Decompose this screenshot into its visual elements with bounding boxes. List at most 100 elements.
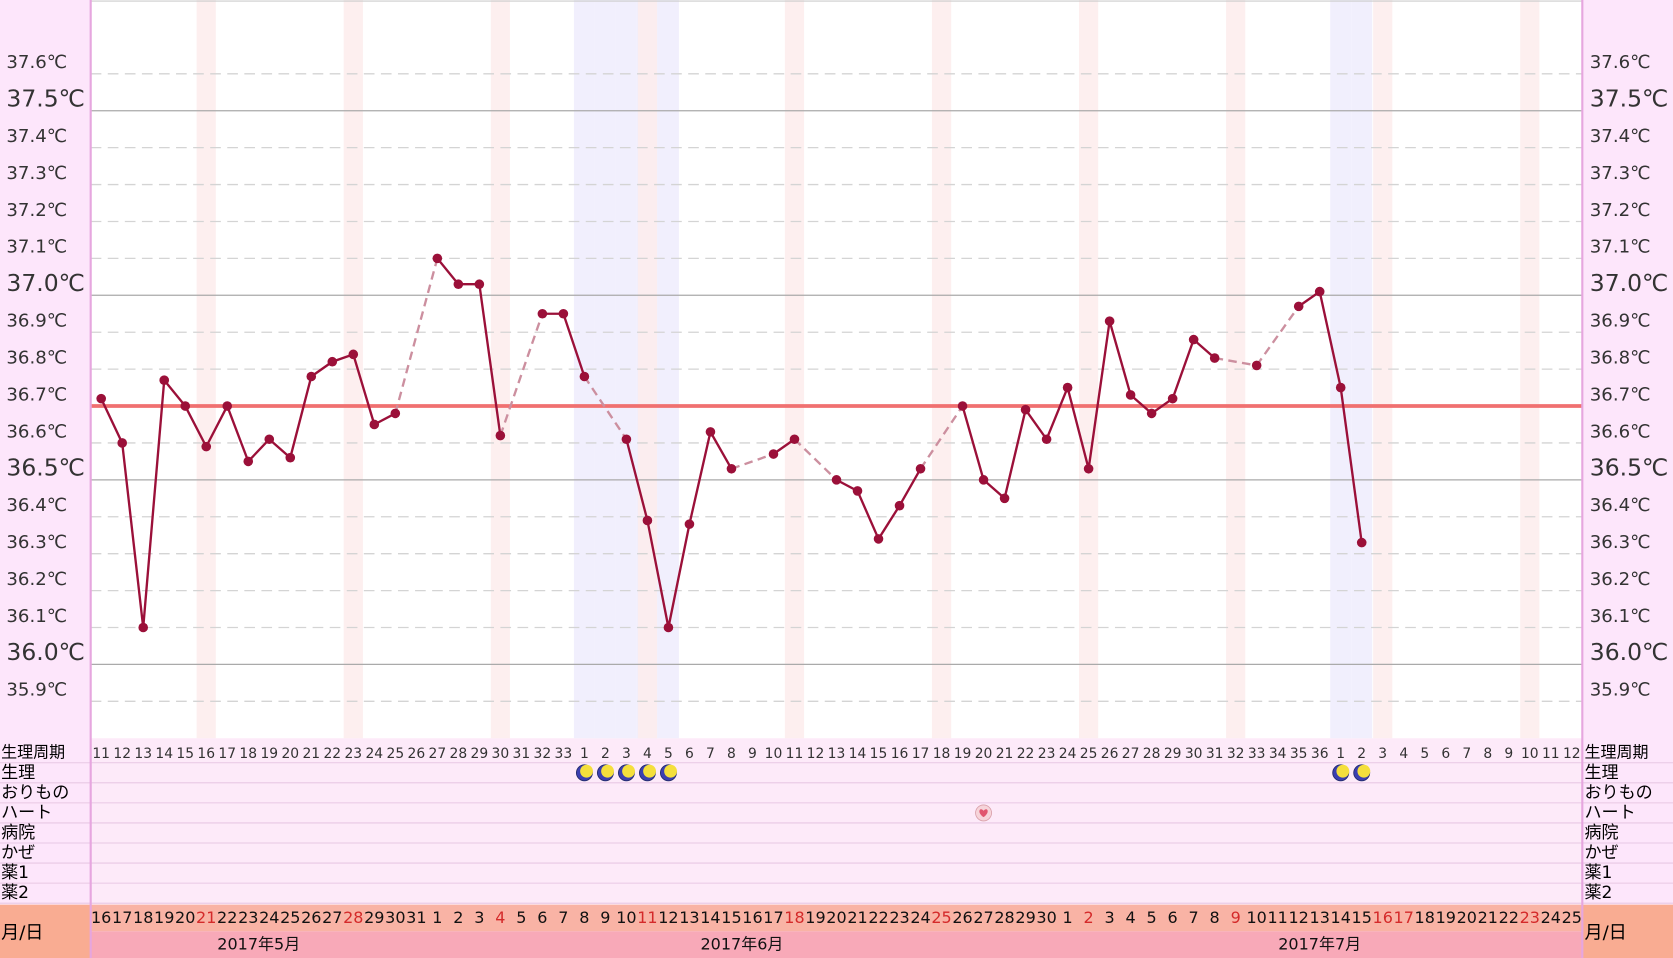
cycle-day: 3 — [1378, 746, 1387, 762]
row-label: 薬2 — [1, 883, 29, 903]
temperature-point — [873, 534, 884, 544]
cycle-day: 4 — [643, 746, 652, 762]
cycle-day: 2 — [601, 746, 610, 762]
cycle-day: 14 — [155, 746, 173, 762]
cycle-day: 18 — [239, 746, 257, 762]
temperature-point — [621, 434, 632, 445]
date-label: 1 — [432, 908, 442, 927]
date-label: 18 — [784, 908, 804, 927]
row-label: かぜ — [1584, 843, 1618, 863]
cycle-day: 11 — [786, 746, 804, 762]
period-icon-moon — [601, 764, 614, 778]
temperature-point — [495, 430, 506, 441]
temperature-point — [558, 308, 569, 319]
cycle-day: 15 — [176, 746, 194, 762]
row-label: おりもの — [1, 783, 69, 803]
date-label: 24 — [259, 908, 279, 927]
temperature-point — [705, 427, 716, 437]
temperature-point — [1146, 408, 1157, 419]
heart-shape — [979, 809, 988, 818]
temperature-line — [436, 257, 502, 436]
date-label: 16 — [1373, 908, 1393, 927]
cycle-day: 6 — [685, 746, 694, 762]
cycle-day: 8 — [727, 746, 736, 762]
cycle-day: 12 — [113, 746, 131, 762]
date-label: 23 — [1520, 908, 1540, 927]
gap-bridge — [731, 452, 774, 470]
date-label: 26 — [301, 908, 321, 927]
y-tick-label: 36.4℃ — [6, 495, 67, 516]
row-label: ハート — [1, 803, 52, 823]
y-tick-label: 36.3℃ — [1590, 532, 1651, 553]
y-tick-label: 37.2℃ — [1590, 200, 1651, 221]
y-tick-label: 36.4℃ — [1590, 495, 1651, 516]
cycle-day: 35 — [1290, 746, 1308, 762]
cycle-day: 4 — [1399, 746, 1408, 762]
y-tick-label: 36.5℃ — [6, 454, 85, 482]
date-label: 20 — [826, 908, 846, 927]
temperature-point — [117, 438, 128, 448]
date-label: 11 — [1268, 908, 1288, 927]
date-label: 25 — [931, 908, 951, 927]
temperature-point — [138, 622, 149, 633]
cycle-day: 26 — [408, 746, 426, 762]
date-label: 3 — [1105, 908, 1115, 927]
y-tick-label: 36.2℃ — [6, 569, 67, 590]
cycle-day: 36 — [1311, 746, 1329, 762]
temperature-point — [1041, 434, 1052, 445]
temperature-point — [201, 441, 212, 452]
date-label: 7 — [558, 908, 568, 927]
y-tick-label: 37.5℃ — [1590, 85, 1669, 113]
temperature-point — [1020, 404, 1031, 415]
y-tick-label: 36.9℃ — [6, 311, 67, 332]
temperature-line — [625, 428, 733, 628]
left-panel — [0, 0, 91, 905]
cycle-day: 11 — [92, 746, 110, 762]
date-label: 20 — [175, 908, 195, 927]
temperature-point — [957, 401, 968, 411]
y-tick-label: 36.8℃ — [6, 347, 67, 368]
date-label: 25 — [1562, 908, 1582, 927]
month-label: 2017年5月 — [217, 935, 300, 954]
period-icon-moon — [622, 764, 635, 778]
cycle-day: 23 — [344, 746, 362, 762]
row-label: 生理 — [1, 763, 35, 783]
period-icon-moon — [1357, 764, 1371, 778]
date-label: 30 — [385, 908, 405, 927]
cycle-day: 29 — [471, 746, 489, 762]
temperature-point — [915, 463, 926, 474]
cycle-day: 19 — [954, 746, 972, 762]
date-label: 21 — [847, 908, 867, 927]
cycle-day: 13 — [134, 746, 152, 762]
y-tick-label: 37.2℃ — [6, 200, 67, 221]
temperature-point — [1356, 537, 1367, 548]
cycle-day: 17 — [218, 746, 236, 762]
gap-bridge — [583, 375, 628, 440]
date-label: 1 — [1063, 908, 1073, 927]
cycle-day: 22 — [323, 746, 341, 762]
gap-bridge — [499, 313, 544, 436]
temperature-point — [978, 475, 989, 485]
y-tick-label: 37.1℃ — [1590, 237, 1651, 258]
cycle-day: 9 — [1504, 746, 1513, 762]
date-label: 22 — [868, 908, 888, 927]
gap-bridge — [1255, 305, 1300, 367]
date-label: 5 — [516, 908, 526, 927]
temperature-point — [180, 401, 191, 411]
date-label-cell — [0, 904, 91, 958]
temperature-line — [1298, 289, 1363, 543]
gap-bridge — [1214, 356, 1257, 367]
cycle-day: 11 — [1542, 746, 1560, 762]
cycle-day: 32 — [534, 746, 552, 762]
temperature-point — [831, 475, 842, 485]
temperature-point — [1167, 393, 1178, 404]
temperature-point — [264, 434, 275, 445]
cycle-day: 12 — [807, 746, 825, 762]
temperature-point — [852, 486, 863, 496]
temperature-point — [789, 434, 800, 445]
temperature-point — [369, 419, 380, 430]
cycle-day: 5 — [664, 746, 673, 762]
y-tick-label: 36.7℃ — [6, 384, 67, 405]
